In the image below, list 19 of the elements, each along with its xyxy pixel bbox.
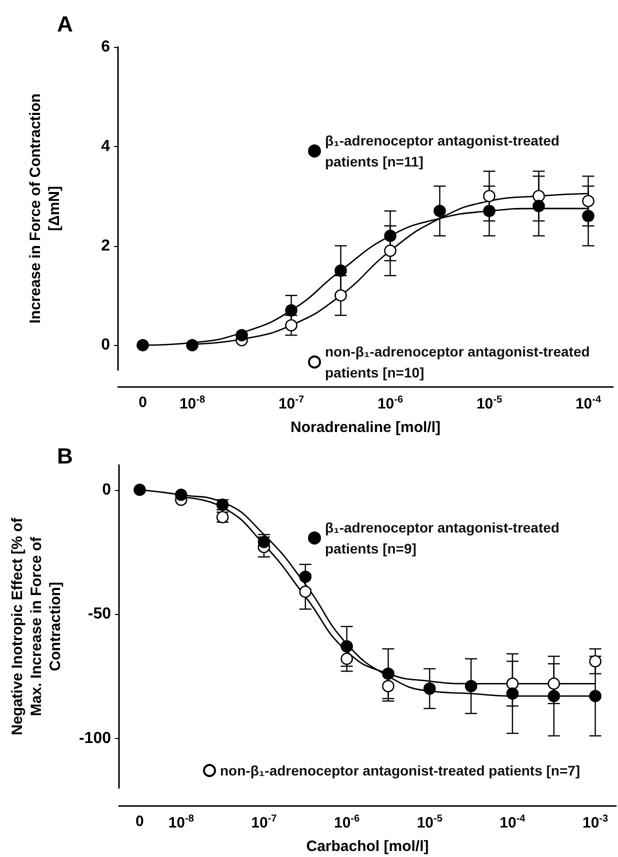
legend-label: non-β₁-adrenoceptor antagonist-treated patients [n=10] bbox=[325, 344, 594, 380]
y-tick-label: -100 bbox=[78, 730, 112, 747]
legend-label: β₁-adrenoceptor antagonist-treated patients [n=11] bbox=[325, 132, 564, 170]
legend-label: β₁-adrenoceptor antagonist-treated patients [n=9] bbox=[325, 520, 564, 556]
x-tick-label: 0 bbox=[136, 813, 144, 830]
x-axis-title: Carbachol [mol/l] bbox=[306, 838, 429, 855]
chart-title: A bbox=[57, 12, 73, 36]
y-tick-label: 0 bbox=[102, 481, 112, 498]
chart-title: B bbox=[57, 444, 73, 468]
x-tick-label: 0 bbox=[138, 394, 147, 411]
y-axis-title: Increase in Force of Contraction [ΔmN] bbox=[27, 93, 63, 324]
y-tick-label: 4 bbox=[101, 138, 110, 155]
legend-label: non-β₁-adrenoceptor antagonist-treated patients [n=7] bbox=[220, 762, 580, 778]
x-axis-title: Noradrenaline [mol/l] bbox=[290, 419, 441, 436]
y-axis-title: Negative Inotropic Effect [% of Max. Increase in Force of Contraction] bbox=[9, 516, 64, 736]
y-tick-label: 0 bbox=[101, 336, 110, 354]
y-tick-label: 6 bbox=[101, 38, 110, 56]
y-tick-label: 2 bbox=[101, 237, 110, 254]
y-tick-label: -50 bbox=[88, 606, 112, 623]
